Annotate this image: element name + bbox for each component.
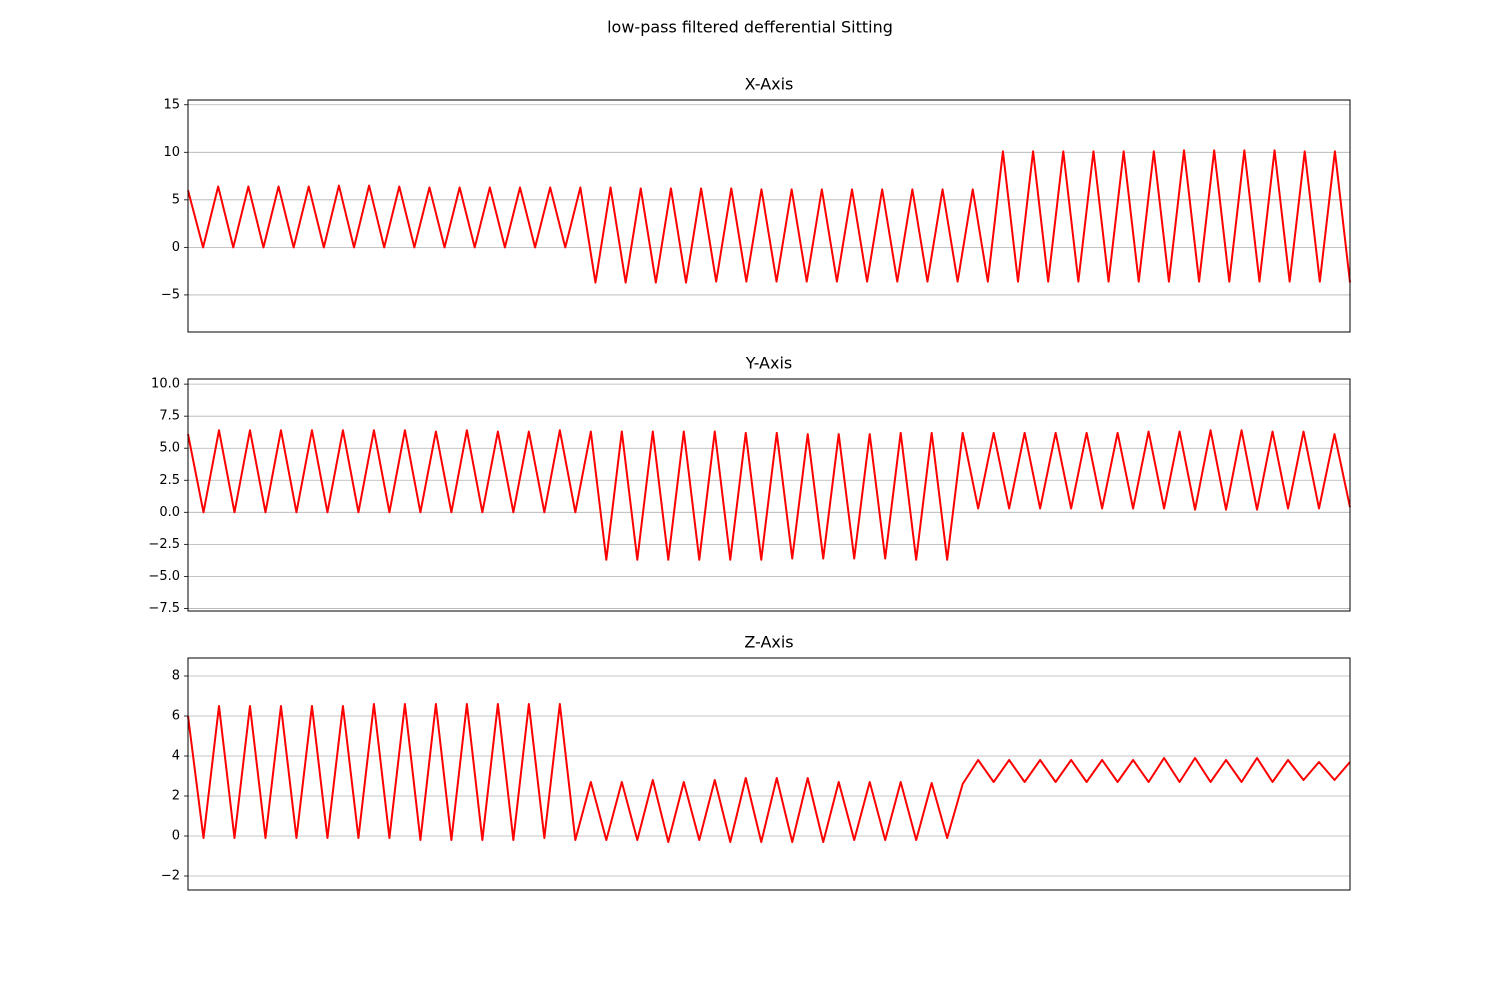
axes-frame	[187, 378, 1351, 612]
figure-title: low-pass filtered defferential Sitting	[607, 18, 893, 37]
y-tick-label: −5.0	[148, 569, 180, 584]
y-tick-label: 0	[172, 240, 180, 255]
y-tick-label: 4	[172, 749, 180, 764]
subplot-title: Z-Axis	[744, 633, 793, 652]
y-tick-label: −2.5	[148, 537, 180, 552]
y-tick-label: 10	[163, 145, 180, 160]
y-tick-label: 7.5	[159, 409, 180, 424]
y-tick-label: 2	[172, 789, 180, 804]
data-line	[187, 149, 1351, 284]
axes-frame	[187, 657, 1351, 891]
data-line	[187, 703, 1351, 843]
data-line	[187, 429, 1351, 561]
y-tick-label: 0	[172, 829, 180, 844]
y-tick-label: −2	[161, 869, 180, 884]
axes-frame	[187, 99, 1351, 333]
y-tick-label: 6	[172, 709, 180, 724]
subplot-title: X-Axis	[745, 75, 794, 94]
y-tick-label: 5.0	[159, 441, 180, 456]
y-tick-label: 5	[172, 192, 180, 207]
y-tick-label: 2.5	[159, 473, 180, 488]
y-tick-label: 15	[163, 97, 180, 112]
y-tick-label: 8	[172, 669, 180, 684]
subplot-title: Y-Axis	[745, 354, 793, 373]
y-tick-label: −7.5	[148, 601, 180, 616]
y-tick-label: −5	[161, 287, 180, 302]
y-tick-label: 10.0	[151, 377, 180, 392]
y-tick-label: 0.0	[159, 505, 180, 520]
